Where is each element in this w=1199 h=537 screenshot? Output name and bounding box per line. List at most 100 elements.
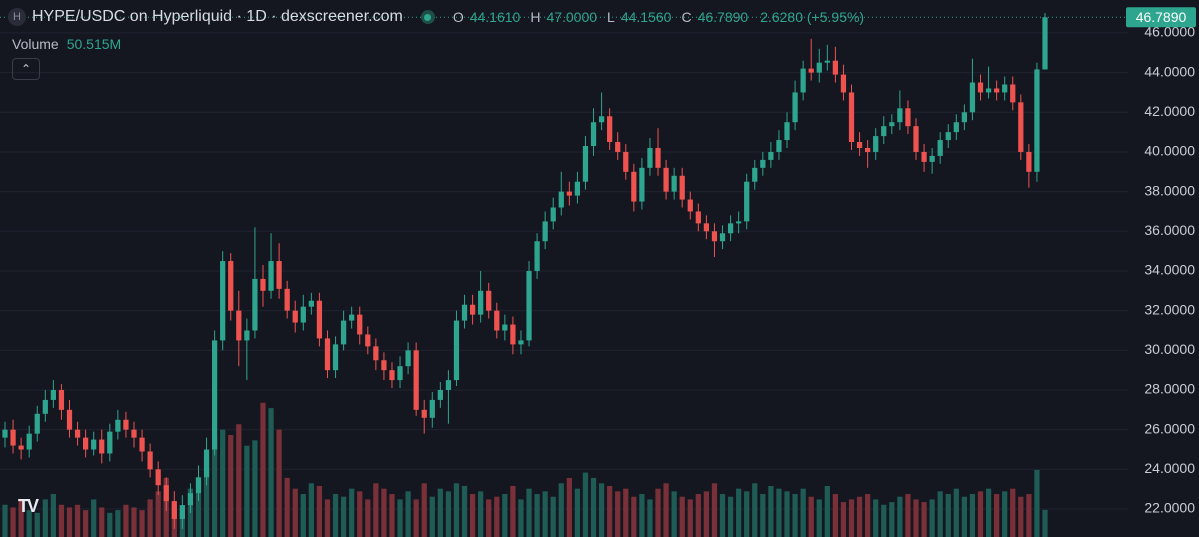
candle-body [147, 451, 153, 470]
volume-bar [405, 491, 411, 537]
candle-body [800, 68, 806, 93]
candle-body [840, 74, 847, 93]
candle-body [486, 290, 492, 311]
volume-bar [252, 440, 258, 537]
volume-bar [349, 488, 355, 537]
candle-body [760, 159, 766, 168]
volume-bar [340, 496, 347, 537]
y-tick-label: 26.0000 [1144, 420, 1195, 436]
y-tick-label: 28.0000 [1144, 381, 1195, 397]
volume-bar [800, 488, 806, 537]
volume-bar [445, 491, 452, 537]
volume-value: 50.515M [66, 36, 122, 52]
volume-bar [1010, 488, 1016, 537]
candle-body [405, 350, 411, 367]
volume-bar [389, 494, 395, 537]
candle-body [832, 60, 839, 75]
candle-body [340, 320, 347, 345]
volume-bar [663, 483, 669, 537]
candle-body [1034, 69, 1040, 172]
collapse-button[interactable]: ⌃ [12, 58, 40, 80]
candle-body [18, 445, 24, 450]
candle-body [332, 344, 339, 371]
volume-bar [83, 510, 89, 537]
candle-body [292, 310, 298, 323]
volume-bar [308, 483, 314, 537]
volume-bar [42, 499, 48, 537]
candle-body [1042, 17, 1048, 70]
volume-bar [91, 499, 97, 537]
candle-body [905, 108, 911, 127]
candle-body [598, 116, 605, 123]
candle-body [50, 390, 56, 400]
candle-body [824, 60, 830, 63]
volume-bar [2, 504, 8, 537]
volume-bar [719, 494, 726, 537]
candle-body [115, 419, 121, 432]
volume-bar [615, 491, 621, 537]
change: 2.6280 (+5.95%) [760, 9, 865, 25]
candle-body [945, 132, 951, 141]
volume-bar [486, 499, 492, 537]
candle-body [607, 116, 613, 143]
candle-body [615, 142, 621, 152]
volume-bar [1018, 496, 1024, 537]
candle-body [203, 449, 210, 478]
volume-bar [373, 483, 379, 537]
volume-bar [856, 496, 863, 537]
volume-title: Volume [12, 36, 59, 52]
candle-body [228, 261, 234, 311]
volume-bar [945, 494, 951, 537]
candle-body [727, 223, 734, 234]
candle-body [58, 390, 65, 410]
volume-bar [139, 510, 145, 537]
volume-bar [494, 496, 500, 537]
volume-bar [268, 408, 274, 537]
candle-body [744, 181, 750, 222]
candle-body [687, 199, 693, 212]
volume-bar [558, 483, 564, 537]
y-tick-label: 30.0000 [1144, 341, 1195, 357]
y-tick-label: 46.0000 [1144, 24, 1195, 40]
volume-bar [1042, 509, 1048, 537]
symbol-icon: H [8, 8, 26, 26]
volume-bar [776, 488, 782, 537]
candle-body [736, 221, 742, 224]
candle-body [381, 360, 387, 371]
volume-bar [679, 496, 685, 537]
volume-bar [816, 499, 822, 537]
candle-body [429, 399, 435, 418]
candle-body [469, 304, 476, 315]
volume-bar [50, 494, 56, 537]
volume-bar [590, 477, 597, 537]
y-tick-label: 22.0000 [1144, 500, 1195, 516]
candle-body [220, 261, 226, 341]
volume-bar [897, 496, 903, 537]
candle-body [873, 136, 879, 152]
candle-body [631, 171, 637, 202]
volume-bar [840, 502, 847, 537]
volume-bar [316, 485, 323, 537]
volume-bar [792, 494, 798, 537]
volume-bar [598, 483, 605, 537]
volume-bar [421, 483, 427, 537]
volume-bar [469, 494, 476, 537]
candle-body [74, 429, 81, 438]
chart-title: HYPE/USDC on Hyperliquid · 1D · dexscree… [32, 8, 403, 25]
volume-bar [284, 477, 290, 537]
volume-bar [437, 488, 443, 537]
candle-body [349, 314, 355, 321]
volume-bar [566, 477, 572, 537]
volume-bar [977, 491, 984, 537]
candle-body [953, 122, 959, 133]
candle-body [42, 399, 48, 414]
candle-body [26, 433, 32, 450]
y-tick-label: 34.0000 [1144, 262, 1195, 278]
candle-body [526, 270, 532, 341]
volume-bar [873, 499, 879, 537]
candle-body [994, 88, 1000, 93]
candle-body [655, 147, 661, 168]
volume-bar [26, 510, 32, 537]
